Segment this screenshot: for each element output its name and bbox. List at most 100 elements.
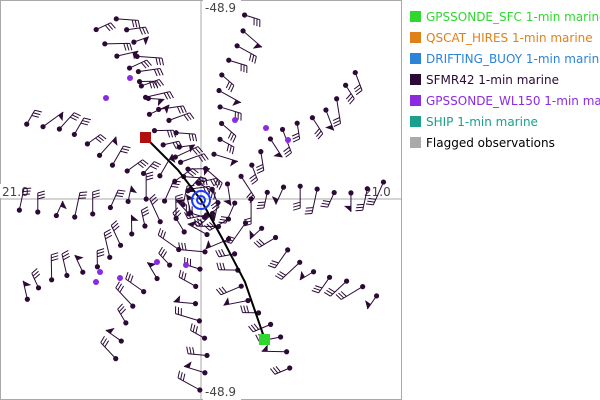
wind-barb-feather (218, 249, 223, 257)
wind-barb-feather (291, 132, 299, 137)
wind-barb-feather (212, 178, 218, 186)
sonde-point (93, 279, 99, 285)
wind-barb-feather (243, 217, 252, 221)
observation-dot (202, 249, 208, 255)
wind-barb-feather (31, 114, 39, 118)
observation-dot (177, 159, 184, 165)
wind-barb-feather (129, 43, 133, 51)
wind-barb-feather (251, 179, 258, 185)
wind-barb-feather (240, 305, 244, 313)
wind-barb-flag (299, 270, 305, 280)
sonde-point (103, 95, 109, 101)
observation-dot (264, 189, 270, 195)
wind-barb-feather (333, 122, 341, 127)
observation-dot (326, 274, 333, 280)
wind-barb-flag (187, 220, 197, 227)
observation-dot (211, 151, 217, 157)
observation-dot (201, 335, 208, 341)
observation-dot (129, 231, 135, 237)
wind-barb-feather (175, 212, 182, 219)
wind-barb (354, 72, 363, 91)
observation-dot (113, 16, 119, 22)
wind-barb-feather (186, 346, 189, 354)
wind-barb-feather (121, 148, 130, 151)
wind-barb-feather (63, 255, 70, 261)
wind-barb-feather (37, 196, 45, 200)
wind-barb-feather (126, 43, 130, 51)
wind-barb-feather (189, 112, 195, 120)
observation-dot (126, 65, 133, 71)
observation-dot (176, 246, 182, 253)
wind-barb (372, 181, 384, 206)
observation-dot (124, 168, 130, 174)
wind-barb-feather (192, 324, 196, 332)
wind-barb-flag (169, 154, 176, 163)
wind-barb-feather (23, 187, 32, 190)
wind-barb-feather (175, 196, 183, 200)
observation-dot (35, 209, 41, 215)
observation-dot (217, 136, 223, 142)
wind-barb-feather (97, 251, 105, 255)
observation-dot (64, 272, 70, 279)
wind-barb-feather (230, 133, 235, 141)
wind-barb-feather (271, 260, 279, 264)
wind-barb-feather (340, 291, 347, 297)
legend-item: DRIFTING_BUOY 1-min marine (410, 48, 600, 69)
wind-barb-feather (134, 20, 138, 28)
wind-barb (220, 285, 242, 296)
wind-barb-feather (139, 161, 147, 167)
observation-dot (234, 43, 240, 49)
wind-barb-flag (223, 297, 230, 306)
observation-dot (197, 266, 203, 272)
observation-dot (285, 247, 291, 253)
wind-barb (188, 353, 208, 356)
wind-barb-flag (105, 327, 115, 334)
wind-barb-feather (149, 193, 156, 200)
wind-barb-feather (146, 59, 152, 66)
observation-dot (219, 120, 225, 127)
wind-barb-flag (183, 361, 192, 369)
wind-barb-feather (73, 112, 81, 117)
wind-barb-feather (157, 228, 162, 236)
wind-barb-feather (110, 22, 116, 29)
observation-dot (154, 275, 160, 282)
observation-dot (90, 211, 96, 217)
wind-barb-feather (172, 207, 179, 214)
observation-dot (109, 162, 116, 168)
wind-barb-feather (221, 249, 226, 256)
wind-barb (175, 313, 200, 322)
wind-barb-feather (253, 241, 260, 248)
observation-dot (225, 236, 232, 242)
observation-dot (209, 186, 215, 192)
wind-barb-feather (275, 365, 281, 373)
observation-dot (225, 216, 232, 222)
wind-barb-feather (311, 290, 319, 294)
wind-barb (138, 68, 161, 73)
legend-item: QSCAT_HIRES 1-min marine (410, 27, 598, 48)
wind-barb (177, 377, 201, 391)
wind-barb-feather (105, 234, 113, 240)
wind-barb-feather (143, 60, 150, 68)
wind-barb-feather (150, 196, 157, 203)
observation-dot (185, 188, 191, 194)
wind-barb-feather (117, 283, 122, 291)
wind-barb-flag (230, 159, 238, 167)
observation-dot (24, 296, 30, 302)
observation-dot (195, 179, 201, 186)
wind-barb-feather (347, 95, 354, 102)
wind-barb-feather (184, 211, 189, 219)
observation-dot (94, 264, 101, 270)
wind-barb-feather (137, 162, 144, 169)
wind-barb-feather (31, 268, 38, 274)
observation-dot (219, 72, 225, 78)
axis-label-top: -48.9 (205, 1, 236, 15)
wind-barb-feather (243, 223, 252, 227)
observation-dot (294, 120, 300, 126)
wind-barb-feather (222, 262, 226, 271)
wind-barb-feather (366, 203, 374, 206)
wind-barb-feather (141, 206, 148, 211)
wind-barb (230, 222, 246, 244)
wind-barb (112, 145, 124, 166)
wind-barb-feather (178, 141, 183, 148)
wind-barb-feather (256, 164, 264, 168)
